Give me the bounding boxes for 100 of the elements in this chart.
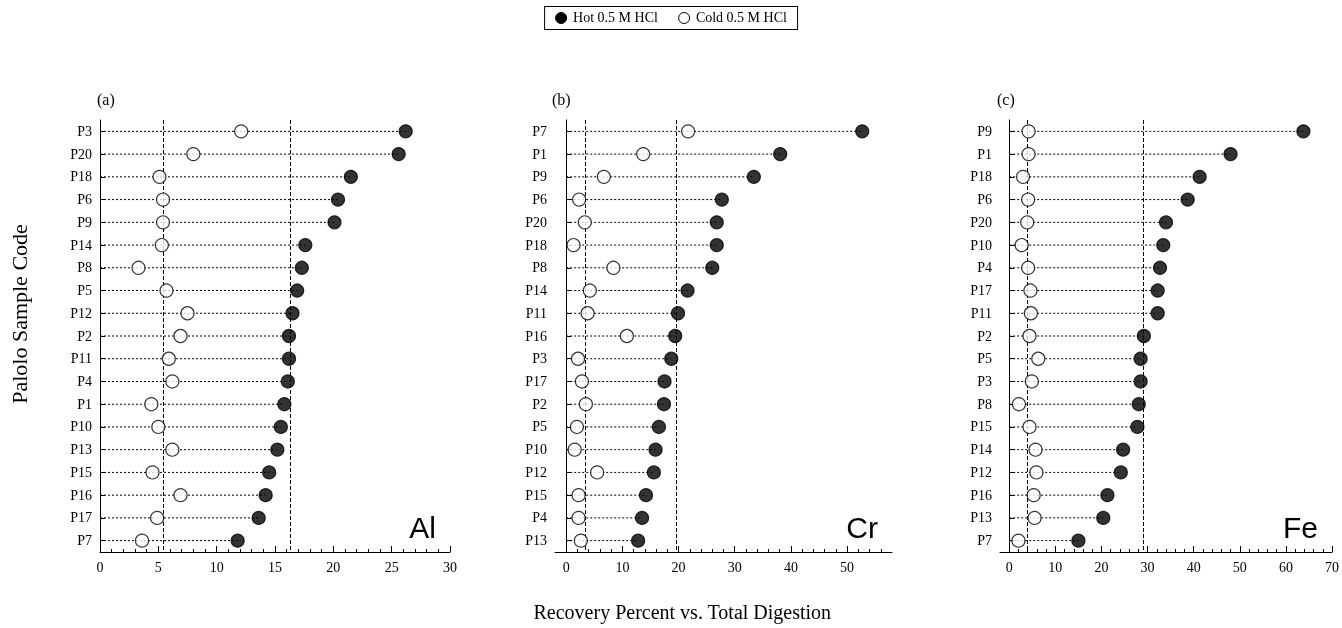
point — [638, 488, 654, 503]
y-tick-label: P20 — [970, 214, 992, 230]
point — [1071, 533, 1086, 548]
point — [680, 283, 695, 298]
y-tick-label: P16 — [970, 487, 992, 503]
point — [165, 374, 180, 389]
point — [186, 147, 201, 162]
point — [145, 465, 160, 480]
point — [270, 442, 285, 457]
point — [569, 419, 584, 435]
point — [571, 488, 586, 503]
point — [150, 510, 165, 525]
point — [161, 351, 176, 366]
chart-title: (a) — [97, 90, 115, 109]
y-tick-label: P9 — [977, 123, 992, 139]
point — [155, 215, 171, 230]
y-tick-label: P12 — [70, 305, 92, 321]
y-tick-label: P10 — [70, 419, 92, 435]
point — [646, 465, 661, 480]
point — [1180, 192, 1195, 207]
y-tick-label: P15 — [970, 419, 992, 435]
y-tick-label: P20 — [70, 146, 92, 162]
point — [159, 283, 174, 298]
point — [281, 328, 297, 344]
x-tick-label: 20 — [326, 559, 341, 575]
y-tick-label: P17 — [970, 283, 992, 299]
point — [1113, 465, 1128, 480]
point — [573, 533, 588, 548]
point — [773, 147, 788, 162]
point — [657, 374, 672, 389]
y-tick-label: P13 — [970, 510, 992, 526]
y-tick-label: P14 — [970, 442, 992, 458]
y-tick-label: P17 — [70, 510, 92, 526]
x-tick-label: 50 — [840, 559, 855, 575]
x-tick-label: 0 — [96, 559, 104, 575]
x-tick-label: 20 — [1094, 559, 1109, 575]
point — [1152, 260, 1168, 275]
point — [134, 533, 150, 548]
point — [1133, 374, 1148, 389]
point — [280, 374, 295, 389]
y-tick-label: P12 — [525, 464, 547, 480]
annotation: Fe — [1282, 510, 1319, 544]
point — [746, 169, 761, 184]
point — [636, 147, 651, 162]
point — [656, 397, 672, 412]
point — [154, 237, 169, 253]
point — [155, 192, 171, 207]
point — [258, 488, 273, 503]
point — [705, 260, 720, 275]
point — [855, 124, 870, 139]
point — [1131, 397, 1146, 412]
x-tick-label: 30 — [727, 559, 742, 575]
point — [173, 488, 188, 503]
point — [1014, 237, 1029, 253]
y-tick-label: P2 — [977, 328, 992, 344]
x-axis-title: Recovery Percent vs. Total Digestion — [533, 601, 832, 624]
x-tick-label: 10 — [209, 559, 224, 575]
point — [1021, 260, 1036, 275]
point — [590, 465, 605, 480]
y-tick-label: P5 — [977, 351, 992, 367]
y-tick-label: P13 — [70, 442, 92, 458]
y-axis-title: Palolo Sample Code — [6, 224, 32, 404]
y-tick-label: P16 — [525, 328, 547, 344]
point — [262, 465, 277, 480]
y-tick-label: P9 — [532, 169, 547, 185]
point — [578, 397, 593, 412]
y-tick-label: P10 — [525, 442, 547, 458]
y-tick-label: P2 — [532, 396, 547, 412]
point — [152, 169, 167, 184]
y-tick-label: P8 — [77, 260, 92, 276]
point — [277, 397, 292, 412]
point — [398, 124, 413, 139]
point — [714, 192, 729, 207]
y-tick-label: P4 — [977, 260, 992, 276]
point — [670, 306, 686, 321]
point — [285, 306, 300, 321]
point — [631, 533, 646, 548]
point — [234, 124, 249, 139]
point — [294, 260, 309, 275]
point — [651, 419, 667, 435]
point — [131, 260, 146, 275]
y-tick-label: P8 — [977, 396, 992, 412]
x-tick-label: 10 — [615, 559, 630, 575]
y-tick-label: P5 — [532, 419, 547, 435]
point — [1026, 488, 1041, 503]
point — [1100, 488, 1115, 503]
point — [1130, 419, 1145, 435]
y-tick-label: P11 — [70, 351, 92, 367]
y-tick-label: P20 — [525, 214, 547, 230]
y-tick-label: P15 — [525, 487, 547, 503]
y-tick-label: P11 — [970, 305, 992, 321]
y-tick-label: P3 — [77, 123, 92, 139]
point — [574, 374, 590, 389]
point — [391, 147, 406, 162]
y-tick-label: P1 — [77, 396, 92, 412]
y-tick-label: P4 — [532, 510, 547, 526]
x-tick-label: 25 — [384, 559, 399, 575]
point — [681, 124, 696, 139]
x-tick-label: 30 — [443, 559, 457, 575]
legend-label: Cold 0.5 M HCl — [695, 10, 787, 26]
